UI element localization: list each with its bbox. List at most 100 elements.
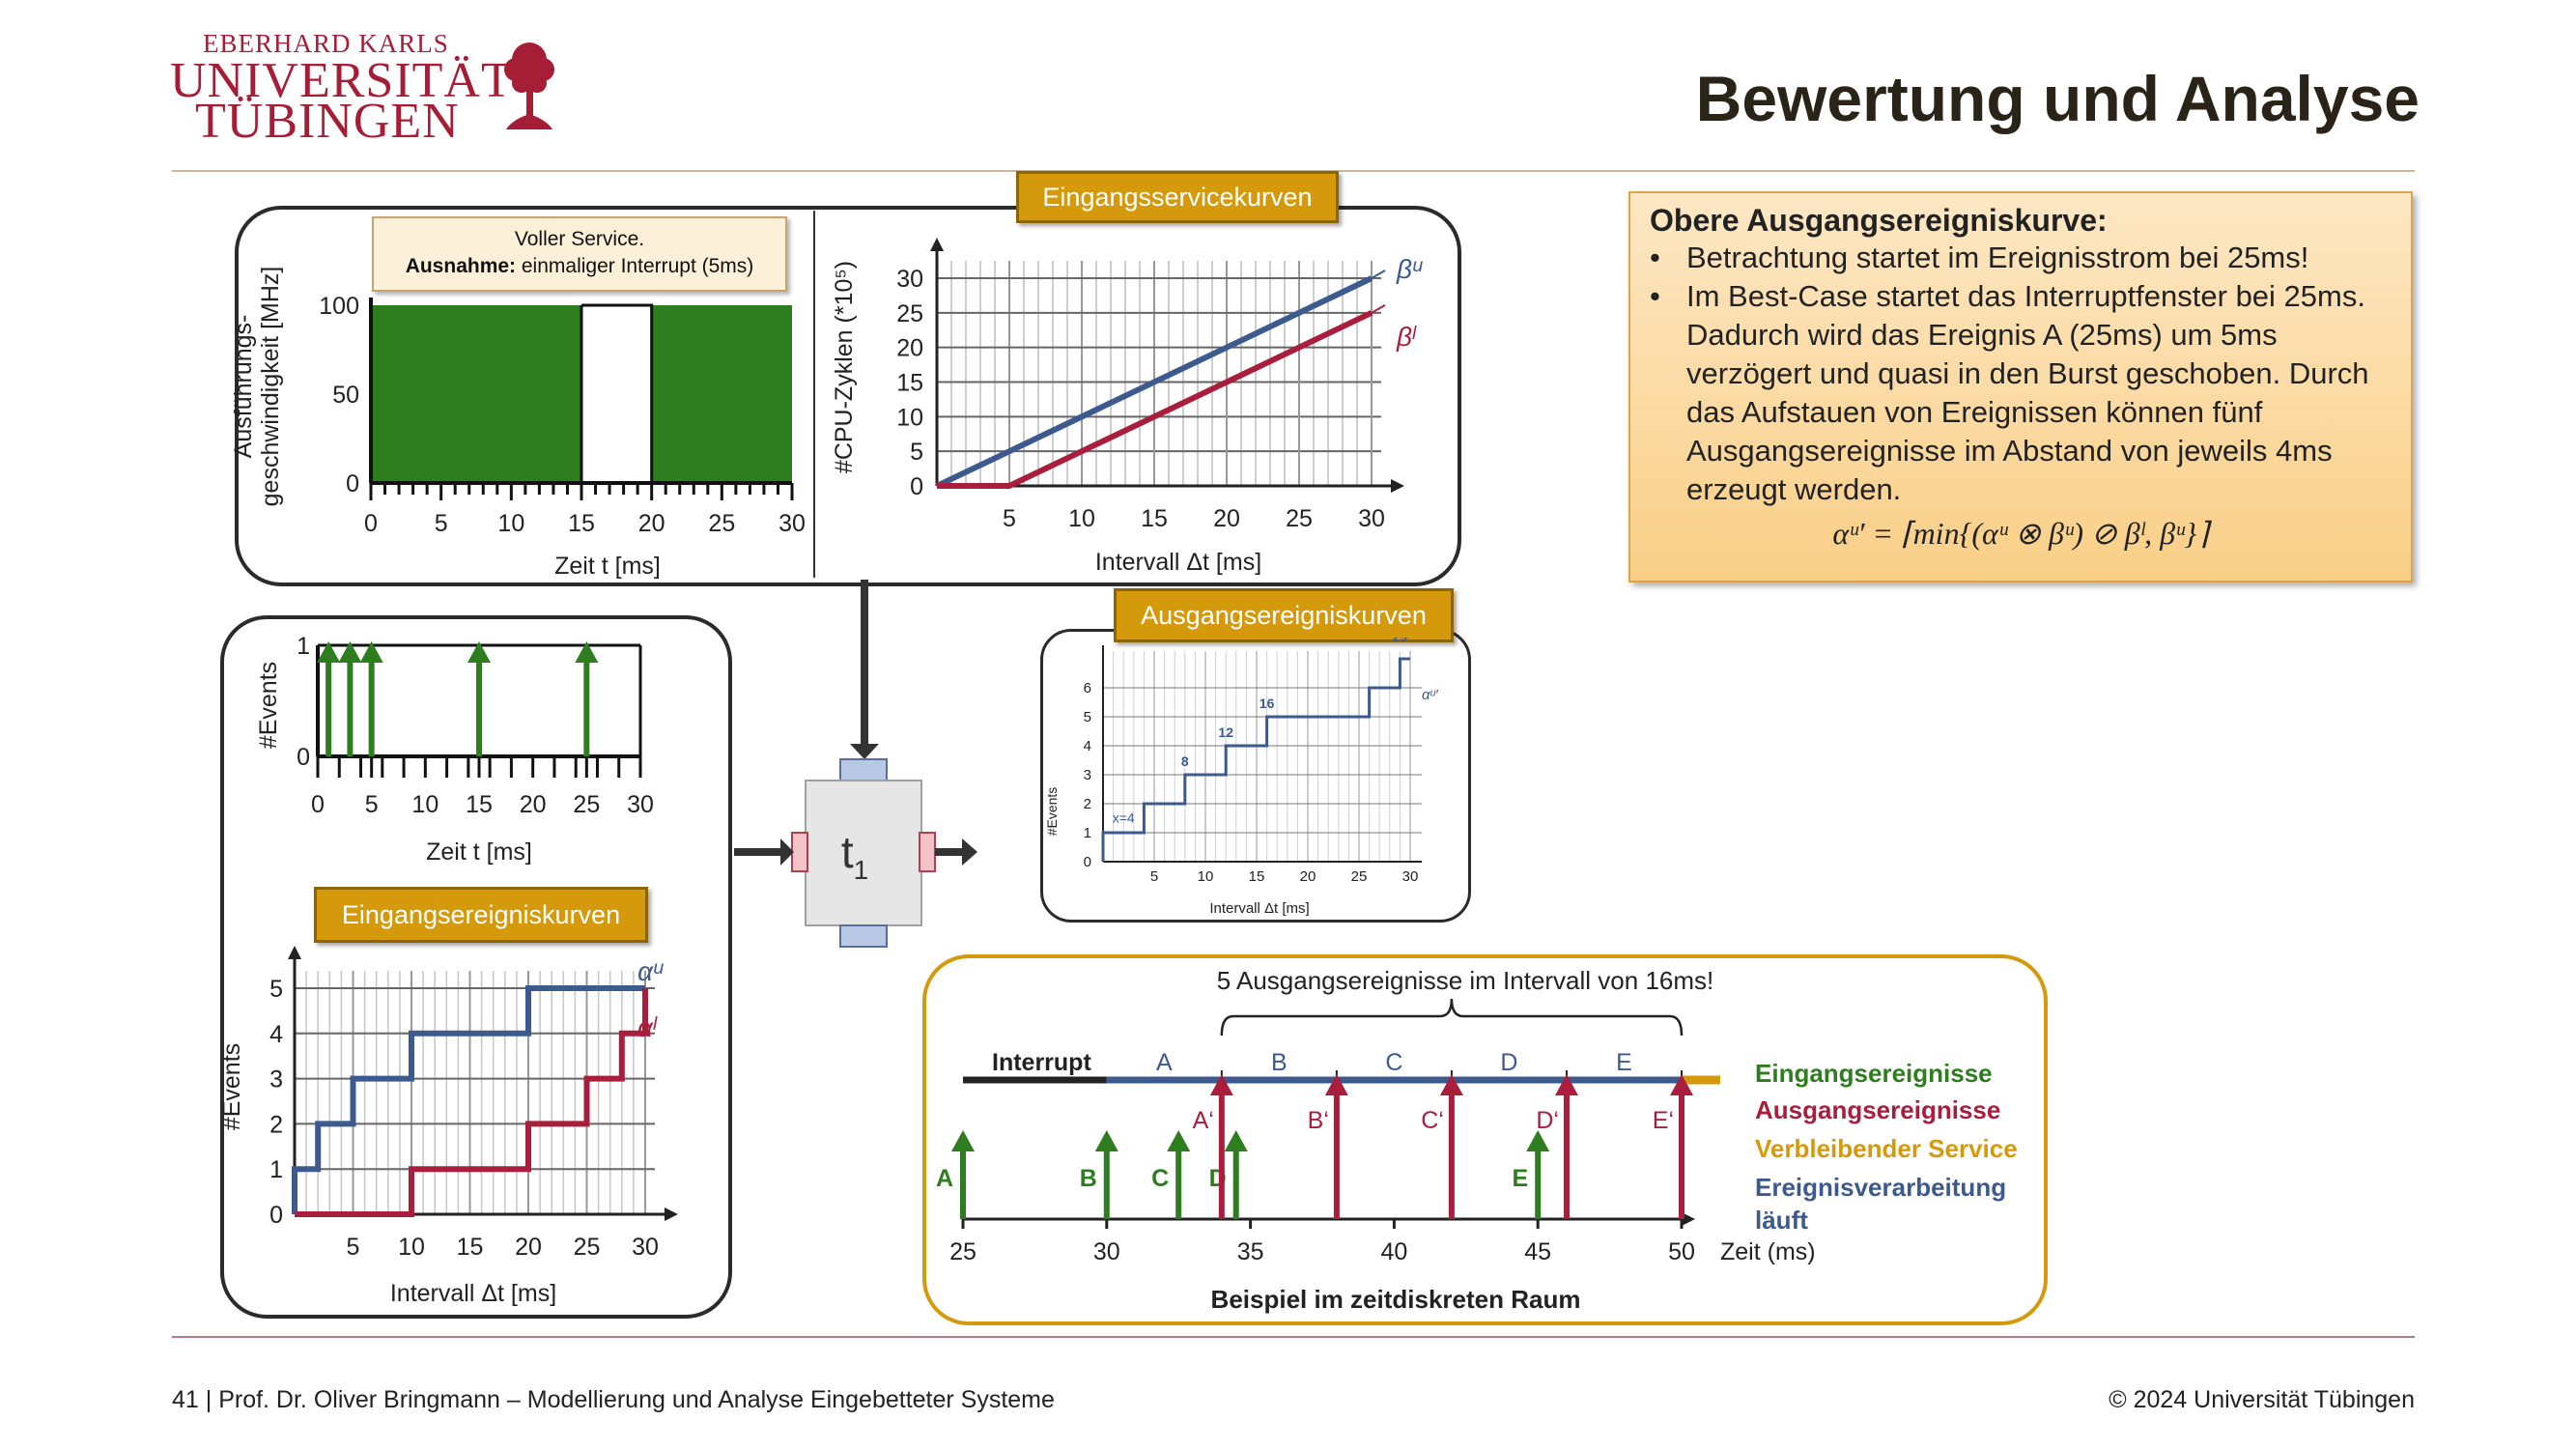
timeline-tick-label: 40 xyxy=(1380,1238,1407,1265)
chart-output-curves: #Events 510152025300123456x=48121629αᵘ′ … xyxy=(1044,638,1439,917)
task-label: t1 xyxy=(841,827,868,885)
timeline-segment-B: B xyxy=(1271,1049,1288,1076)
in-arrow-shaft xyxy=(734,848,780,856)
logo-line-2: UNIVERSITÄT xyxy=(170,53,513,108)
timeline-xlabel: Zeit (ms) xyxy=(1720,1238,1816,1265)
c2-y-arrow xyxy=(930,238,944,251)
logo-line-3: TÜBINGEN xyxy=(195,94,460,149)
timeline-output-event-4-head xyxy=(1670,1074,1693,1095)
out-arrow-head xyxy=(962,838,977,866)
down-arrow-head xyxy=(850,744,879,759)
tree-logo-icon xyxy=(504,43,554,129)
timeline-output-event-3-head xyxy=(1554,1074,1578,1095)
notes-formula: αᵘ′ = ⌈min{(αᵘ ⊗ βᵘ) ⊘ βˡ, βᵘ}⌉ xyxy=(1832,516,2209,551)
c2-series-0 xyxy=(935,275,1373,489)
timeline-legend-1: Ausgangsereignisse xyxy=(1755,1095,2000,1124)
in-arrow-head xyxy=(780,838,794,866)
chart-timeline: 5 Ausgangsereignisse im Intervall von 16… xyxy=(936,966,2018,1314)
c4-xtick-label: 10 xyxy=(398,1234,425,1261)
footer-divider xyxy=(172,1336,2415,1338)
c1-ylabel-line2: geschwindigkeit [MHz] xyxy=(257,267,284,507)
label-output-curves: Ausgangsereigniskurven xyxy=(1114,588,1454,642)
c5-ytick-label: 2 xyxy=(1084,796,1091,812)
label-service-curves: Eingangsservicekurven xyxy=(1016,171,1339,223)
c3-event-head-1 xyxy=(338,641,362,663)
c5-xtick-label: 30 xyxy=(1402,868,1419,885)
c2-series-1 xyxy=(937,310,1373,489)
c5-ytick-label: 6 xyxy=(1084,680,1091,696)
c1-xtick-label: 20 xyxy=(638,510,665,537)
c2-ylabel: #CPU-Zyklen (*10⁵) xyxy=(831,261,858,473)
c2-series-label-1: βˡ xyxy=(1396,322,1417,352)
c4-ytick-label: 2 xyxy=(269,1111,283,1138)
c1-ytick-label: 0 xyxy=(346,470,359,497)
c3-xtick-label: 20 xyxy=(520,791,547,818)
timeline-input-event-3-head xyxy=(1224,1130,1248,1151)
c5-ytick-label: 1 xyxy=(1084,825,1091,841)
c1-xtick-label: 30 xyxy=(778,510,806,537)
c4-y-arrow xyxy=(288,946,301,959)
chart-service-curves: #CPU-Zyklen (*10⁵) 5 10 15 20 25 30 0 5 10 15 20 25… xyxy=(831,238,1423,576)
task-box[interactable] xyxy=(805,780,922,926)
c5-xlabel: Intervall Δt [ms] xyxy=(1209,900,1309,917)
c5-ytick-label: 5 xyxy=(1084,709,1091,725)
c5-annotation-0: x=4 xyxy=(1113,810,1135,826)
c1-bar-2 xyxy=(651,305,792,483)
c1-ylabel: Ausführungs- geschwindigkeit [MHz] xyxy=(232,267,284,507)
c2-xtick-label: 15 xyxy=(1141,505,1168,532)
c4-ytick-label: 0 xyxy=(269,1202,283,1229)
c5-ylabel: #Events xyxy=(1044,787,1060,837)
timeline-tick-label: 45 xyxy=(1524,1238,1551,1265)
c2-xtick-label: 30 xyxy=(1358,505,1385,532)
c3-event-head-3 xyxy=(467,641,491,663)
c2-series-leader-1 xyxy=(1371,303,1386,314)
timeline-input-event-0-head xyxy=(951,1130,975,1151)
c1-xtick-label: 15 xyxy=(568,510,595,537)
c5-annotation-3: 16 xyxy=(1260,696,1275,711)
c3-xlabel: Zeit t [ms] xyxy=(426,838,532,866)
port-bottom xyxy=(839,924,888,948)
timeline-legend-3-a: Ereignisverarbeitung xyxy=(1755,1173,2006,1202)
c2-xtick-label: 10 xyxy=(1068,505,1095,532)
c2-series-leader-0 xyxy=(1371,270,1386,279)
c1-xlabel: Zeit t [ms] xyxy=(554,553,661,580)
c3-event-head-4 xyxy=(575,641,599,663)
timeline-tick-label: 30 xyxy=(1093,1238,1120,1265)
footer-right: © 2024 Universität Tübingen xyxy=(2109,1386,2415,1413)
c4-xlabel: Intervall Δt [ms] xyxy=(390,1280,556,1307)
timeline-output-label-4: E‘ xyxy=(1653,1107,1674,1134)
timeline-output-label-2: C‘ xyxy=(1421,1107,1444,1134)
timeline-input-label-0: A xyxy=(936,1165,953,1192)
timeline-legend-0: Eingangsereignisse xyxy=(1755,1059,1993,1088)
c1-xtick-label: 25 xyxy=(708,510,735,537)
port-right xyxy=(919,832,936,872)
chart-service-execution: Ausführungs- geschwindigkeit [MHz] 0 5 10 1… xyxy=(232,267,806,580)
timeline-title: 5 Ausgangsereignisse im Intervall von 16… xyxy=(1217,966,1714,995)
timeline-output-label-3: D‘ xyxy=(1536,1107,1559,1134)
svg-text:Ausführungs-: Ausführungs- xyxy=(232,315,257,459)
c5-ytick-label: 4 xyxy=(1084,738,1091,754)
page-title: Bewertung und Analyse xyxy=(1695,63,2420,134)
timeline-input-event-2-head xyxy=(1167,1130,1191,1151)
c1-xtick-label: 5 xyxy=(435,510,448,537)
c4-xtick-label: 25 xyxy=(574,1234,601,1261)
chart-event-stream: #Events 0 5 10 15 20 25 30 0 1 Zeit t [ms] xyxy=(255,633,654,866)
timeline-input-label-4: E xyxy=(1513,1165,1529,1192)
c2-ytick-label: 20 xyxy=(896,335,923,362)
c3-xtick-label: 5 xyxy=(365,791,379,818)
c3-event-head-0 xyxy=(317,641,341,663)
service-panel-divider xyxy=(813,211,815,578)
c4-ytick-label: 4 xyxy=(269,1021,283,1048)
c4-xtick-label: 30 xyxy=(632,1234,659,1261)
chart-input-curves: #Events 5 10 15 20 25 30 0 1 2 3 4 5 αᵘ αˡ Intervall … xyxy=(220,946,678,1307)
svg-text:geschwindigkeit [MHz]: geschwindigkeit [MHz] xyxy=(257,267,284,507)
c5-series-0 xyxy=(1101,657,1410,862)
c2-ytick-label: 30 xyxy=(896,266,923,293)
timeline-input-label-1: B xyxy=(1080,1165,1097,1192)
port-left xyxy=(791,832,808,872)
label-input-curves: Eingangsereigniskurven xyxy=(314,887,648,943)
timeline-output-event-1-head xyxy=(1324,1074,1348,1095)
c3-xtick-label: 10 xyxy=(411,791,439,818)
c1-ytick-label: 100 xyxy=(319,293,359,320)
timeline-input-label-2: C xyxy=(1151,1165,1169,1192)
